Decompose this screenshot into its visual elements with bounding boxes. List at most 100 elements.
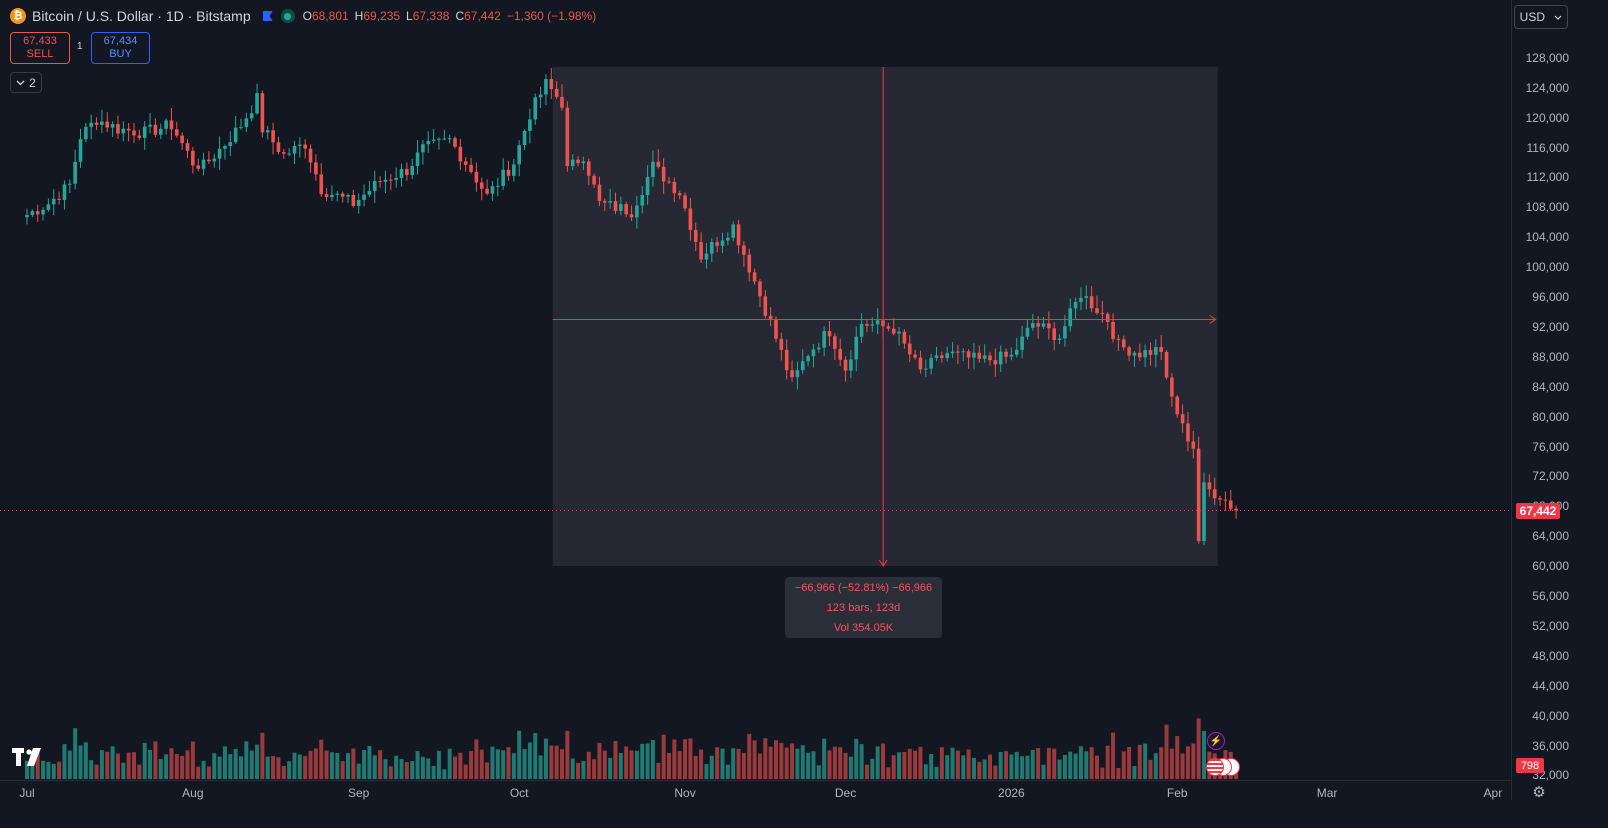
volume-bar: [1111, 732, 1116, 779]
time-axis-label: Oct: [509, 786, 529, 800]
volume-bar: [618, 752, 623, 779]
price-axis-label: 104,000: [1525, 230, 1569, 245]
candle-body: [228, 142, 233, 147]
candle-body: [35, 211, 40, 215]
time-axis[interactable]: Jul Aug Sep Oct Nov Dec 2026 Feb Mar Apr: [0, 780, 1511, 809]
candle-body: [153, 124, 158, 135]
market-status-icon[interactable]: [280, 9, 295, 23]
candle-body: [918, 357, 923, 370]
volume-bar: [811, 751, 816, 779]
candle-body: [940, 355, 944, 358]
volume-bar: [410, 761, 415, 779]
volume-bar: [570, 758, 575, 779]
volume-bar: [517, 730, 522, 779]
us-flag-event-icon[interactable]: [1206, 758, 1224, 776]
candle-body: [592, 175, 596, 185]
price-chart[interactable]: [0, 0, 1549, 800]
candle-body: [956, 351, 960, 353]
candle-body: [1068, 308, 1073, 327]
candle-body: [1095, 308, 1099, 314]
volume-bar: [613, 741, 618, 779]
candle-body: [51, 198, 56, 205]
gear-icon[interactable]: ⚙: [1532, 784, 1546, 801]
volume-bar: [720, 748, 725, 779]
candle-body: [249, 113, 254, 119]
candle-body: [490, 186, 495, 194]
volume-bar: [308, 750, 313, 779]
candle-body: [212, 158, 217, 162]
candle-body: [570, 159, 575, 167]
candle-body: [1234, 508, 1238, 511]
volume-bar: [955, 750, 960, 779]
open-label: O: [302, 9, 312, 23]
price-axis-label: 48,000: [1532, 648, 1569, 663]
ohlc-values: O68,801 H69,235 L67,338 C67,442 −1,360 (…: [303, 9, 597, 23]
price-axis-label: 56,000: [1532, 589, 1569, 604]
volume-bar: [650, 739, 655, 779]
candle-body: [1100, 313, 1105, 315]
candle-body: [1057, 338, 1062, 340]
volume-bar: [1148, 759, 1153, 779]
price-axis-label: 76,000: [1532, 439, 1569, 454]
volume-bar: [297, 754, 302, 779]
volume-bar: [169, 748, 174, 779]
volume-bar: [196, 766, 201, 779]
volume-bar: [1121, 751, 1126, 779]
volume-bar: [190, 741, 195, 779]
tradingview-logo-icon[interactable]: [12, 748, 44, 766]
chart-canvas[interactable]: [0, 0, 1511, 800]
candle-body: [389, 179, 393, 181]
candle-body: [945, 353, 949, 358]
candle-body: [1223, 499, 1228, 501]
volume-bar: [378, 750, 383, 779]
volume-bar: [929, 753, 934, 779]
volume-bar: [201, 760, 206, 779]
volume-bar: [1009, 754, 1014, 779]
candle-body: [217, 148, 222, 159]
volume-bar: [105, 751, 110, 779]
candle-body: [479, 182, 484, 189]
price-axis-label: 64,000: [1532, 529, 1569, 544]
candle-body: [677, 193, 682, 196]
candle-body: [934, 355, 939, 359]
volume-bar: [907, 748, 912, 779]
volume-bar: [228, 754, 233, 779]
candle-body: [68, 183, 72, 185]
candle-body: [372, 181, 377, 191]
candle-body: [239, 127, 243, 129]
candle-body: [763, 296, 768, 316]
volume-bar: [51, 763, 56, 779]
volume-bar: [372, 755, 377, 779]
price-axis-label: 60,000: [1532, 559, 1569, 574]
indicators-toggle-button[interactable]: 2: [10, 72, 42, 93]
candle-body: [624, 204, 628, 215]
candle-body: [426, 140, 431, 145]
time-axis-label: 2026: [998, 786, 1025, 800]
volume-bar: [399, 758, 404, 779]
measure-arrow-down: [878, 559, 888, 567]
earnings-event-icon[interactable]: ⚡: [1207, 732, 1225, 750]
volume-bar: [704, 764, 709, 779]
volume-bar: [383, 759, 388, 779]
candle-body: [100, 121, 104, 125]
sell-button[interactable]: 67,433 SELL: [10, 32, 70, 64]
volume-bar: [1030, 749, 1035, 779]
candle-body: [597, 184, 602, 201]
candle-body: [474, 171, 479, 183]
price-axis[interactable]: 128,000 124,000 120,000 116,000 112,000 108,0…: [1511, 0, 1608, 800]
candle-body: [335, 193, 340, 195]
candle-body: [362, 194, 366, 200]
volume-bar: [110, 746, 115, 779]
buy-button[interactable]: 67,434 BUY: [91, 32, 150, 64]
volume-bar: [121, 762, 126, 779]
currency-selector[interactable]: USD: [1514, 5, 1568, 29]
candle-body: [891, 328, 896, 334]
volume-bar: [699, 749, 704, 779]
volume-bar: [148, 749, 153, 779]
symbol-title[interactable]: Bitcoin / U.S. Dollar · 1D · Bitstamp: [32, 8, 251, 24]
flag-icon[interactable]: [262, 11, 273, 21]
candle-body: [586, 161, 591, 176]
measure-tooltip: −66,966 (−52.81%) −66,966 123 bars, 123d…: [785, 577, 942, 638]
candle-body: [367, 190, 372, 195]
candle-body: [110, 124, 115, 128]
